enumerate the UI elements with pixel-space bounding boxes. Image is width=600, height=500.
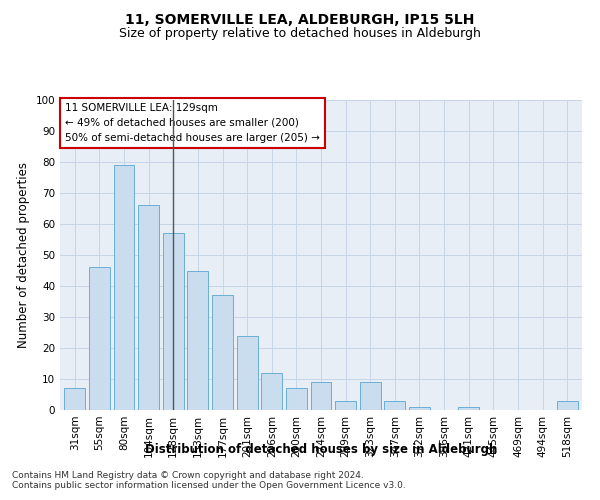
Bar (212, 296, 233, 410)
Y-axis label: Number of detached properties: Number of detached properties (17, 162, 30, 348)
Text: Contains public sector information licensed under the Open Government Licence v3: Contains public sector information licen… (12, 481, 406, 490)
Bar (138, 206, 159, 410)
Text: Contains HM Land Registry data © Crown copyright and database right 2024.: Contains HM Land Registry data © Crown c… (12, 471, 364, 480)
Bar (236, 336, 257, 410)
Text: Size of property relative to detached houses in Aldeburgh: Size of property relative to detached ho… (119, 28, 481, 40)
Bar (89, 268, 110, 410)
Text: 11 SOMERVILLE LEA: 129sqm
← 49% of detached houses are smaller (200)
50% of semi: 11 SOMERVILLE LEA: 129sqm ← 49% of detac… (65, 103, 320, 142)
Bar (385, 400, 406, 410)
Bar (360, 382, 381, 410)
Bar (311, 382, 331, 410)
Bar (409, 407, 430, 410)
Bar (163, 234, 184, 410)
Text: Distribution of detached houses by size in Aldeburgh: Distribution of detached houses by size … (145, 442, 497, 456)
Bar (335, 400, 356, 410)
Bar (458, 407, 479, 410)
Text: 11, SOMERVILLE LEA, ALDEBURGH, IP15 5LH: 11, SOMERVILLE LEA, ALDEBURGH, IP15 5LH (125, 12, 475, 26)
Bar (64, 388, 85, 410)
Bar (557, 400, 578, 410)
Bar (113, 165, 134, 410)
Bar (261, 373, 282, 410)
Bar (187, 270, 208, 410)
Bar (286, 388, 307, 410)
